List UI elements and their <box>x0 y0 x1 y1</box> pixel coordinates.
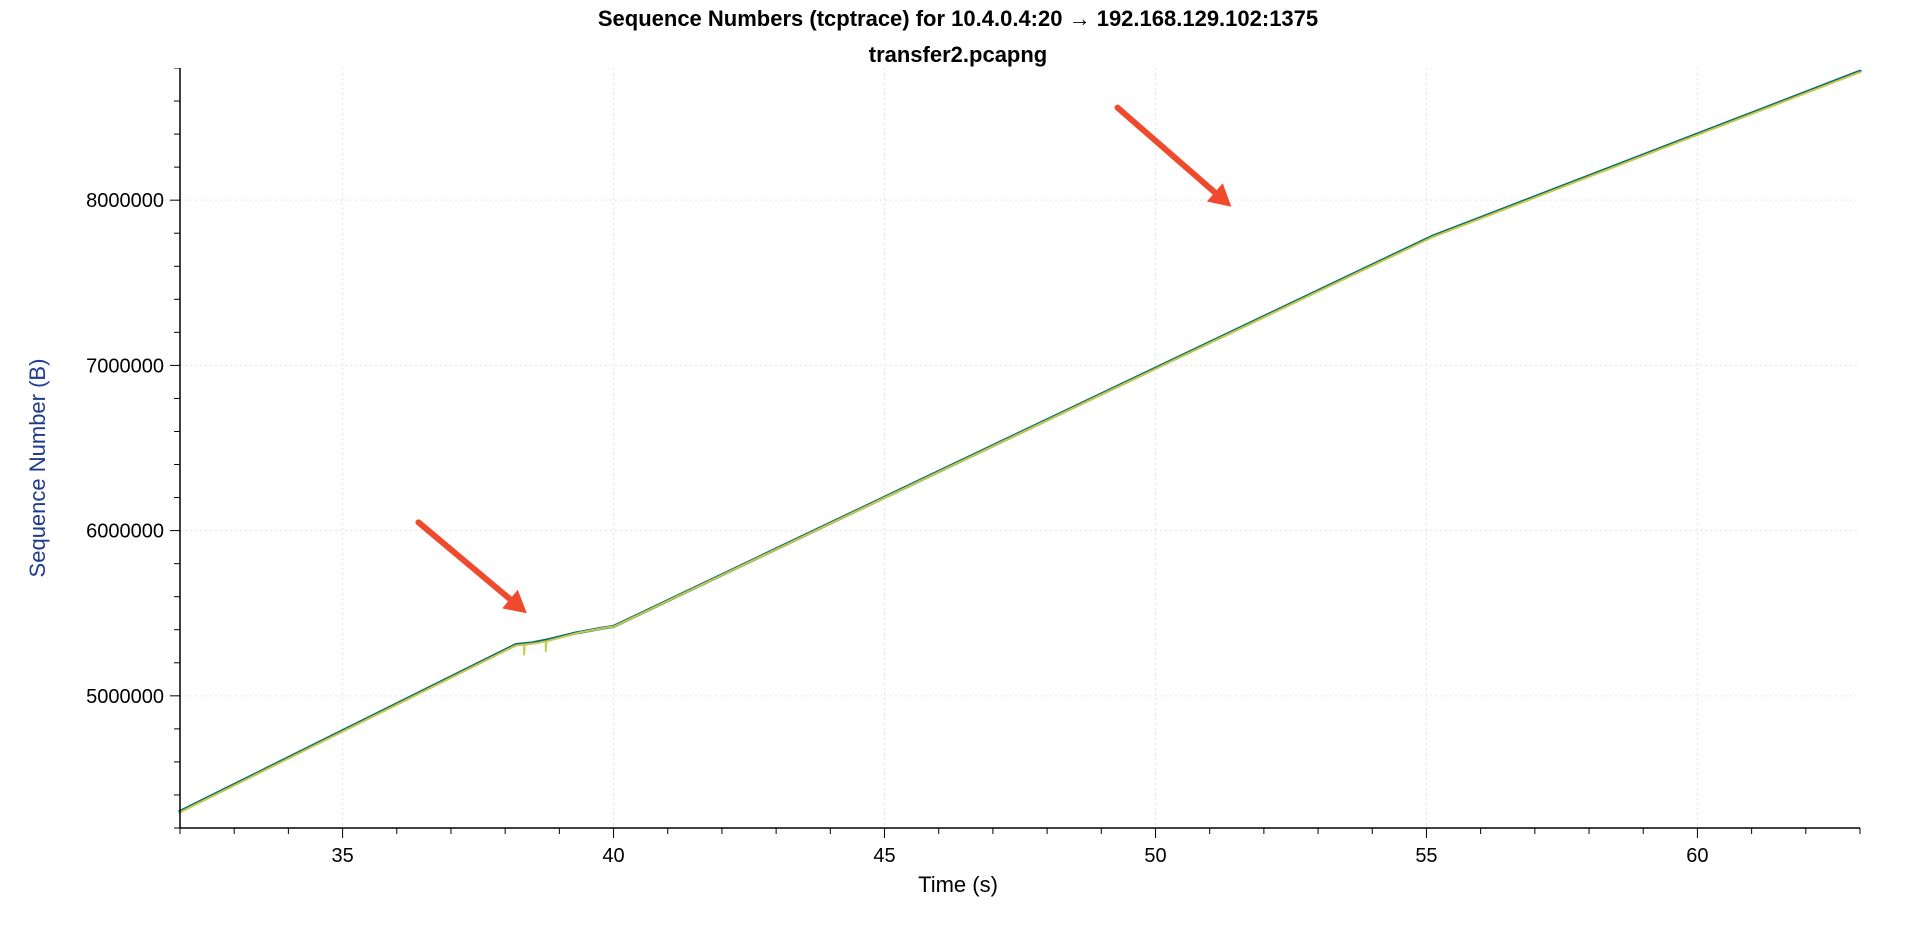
y-tick-label: 5000000 <box>86 686 164 708</box>
x-tick-label: 40 <box>602 845 624 867</box>
x-tick-label: 50 <box>1144 845 1166 867</box>
chart-subtitle: transfer2.pcapng <box>0 42 1916 68</box>
y-tick-label: 6000000 <box>86 521 164 543</box>
x-tick-label: 55 <box>1415 845 1437 867</box>
chart-background <box>0 68 1900 868</box>
chart-titles: Sequence Numbers (tcptrace) for 10.4.0.4… <box>0 0 1916 68</box>
chart-area: Sequence Number (B) 35 40 45 50 55 60 5000000 6… <box>0 68 1916 868</box>
x-axis-label: Time (s) <box>0 872 1916 898</box>
chart-title: Sequence Numbers (tcptrace) for 10.4.0.4… <box>0 6 1916 32</box>
y-tick-label: 8000000 <box>86 190 164 212</box>
y-axis-label: Sequence Number (B) <box>25 359 51 578</box>
chart-svg[interactable]: 35 40 45 50 55 60 5000000 6000000 7000000 8000000 <box>0 68 1900 868</box>
x-tick-label: 35 <box>331 845 353 867</box>
x-tick-label: 45 <box>873 845 895 867</box>
y-tick-label: 7000000 <box>86 355 164 377</box>
x-tick-label: 60 <box>1686 845 1708 867</box>
